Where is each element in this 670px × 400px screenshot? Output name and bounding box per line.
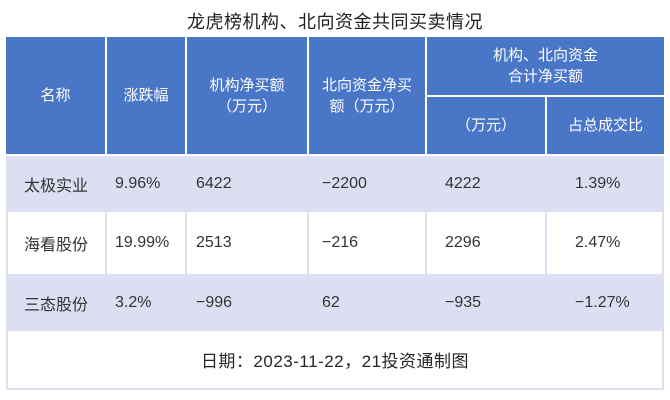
cell-change: 3.2% [107, 274, 187, 331]
header-group-total: 机构、北向资金 合计净买额 [427, 37, 664, 95]
cell-total-net-buy: 4222 [427, 156, 547, 212]
table-body: 太极实业 9.96% 6422 −2200 4222 1.39% 海看股份 19… [6, 156, 664, 390]
header-change: 涨跌幅 [107, 37, 185, 154]
table-header: 名称 涨跌幅 机构净买额 （万元） 北向资金净买 额（万元） 机构、北向资金 合… [6, 37, 664, 154]
cell-pct-of-turnover: 1.39% [575, 175, 621, 192]
table-row: 海看股份 19.99% 2513 −216 2296 2.47% [8, 212, 662, 274]
cell-north-net-buy: −2200 [309, 156, 427, 212]
cell-north-net-buy: 62 [309, 274, 427, 331]
table-row: 三态股份 3.2% −996 62 −935 −1.27% [8, 274, 662, 331]
cell-inst-net-buy: −996 [187, 274, 309, 331]
cell-total-net-buy: 2296 [427, 212, 547, 274]
chart-title: 龙虎榜机构、北向资金共同买卖情况 [187, 12, 483, 32]
cell-inst-net-buy: 6422 [187, 156, 309, 212]
data-table: 名称 涨跌幅 机构净买额 （万元） 北向资金净买 额（万元） 机构、北向资金 合… [6, 37, 664, 390]
cell-pct-of-turnover: −1.27% [575, 293, 630, 311]
header-group-amount: （万元） [427, 97, 545, 154]
table-row: 太极实业 9.96% 6422 −2200 4222 1.39% [8, 156, 662, 212]
cell-change: 19.99% [107, 212, 187, 274]
cell-north-net-buy: −216 [309, 212, 427, 274]
cell-stock-name: 海看股份 [8, 212, 107, 274]
header-group-pct: 占总成交比 [547, 97, 664, 154]
cell-stock-name: 太极实业 [8, 156, 107, 212]
cell-total-net-buy: −935 [427, 274, 547, 331]
header-name: 名称 [6, 37, 105, 154]
cell-pct-of-turnover: 2.47% [575, 234, 621, 251]
cell-stock-name: 三态股份 [8, 274, 107, 331]
cell-change: 9.96% [107, 156, 187, 212]
cell-inst-net-buy: 2513 [187, 212, 309, 274]
header-north-net-buy: 北向资金净买 额（万元） [309, 37, 425, 154]
table-footnote: 日期：2023-11-22，21投资通制图 [8, 331, 662, 388]
header-inst-net-buy: 机构净买额 （万元） [187, 37, 307, 154]
